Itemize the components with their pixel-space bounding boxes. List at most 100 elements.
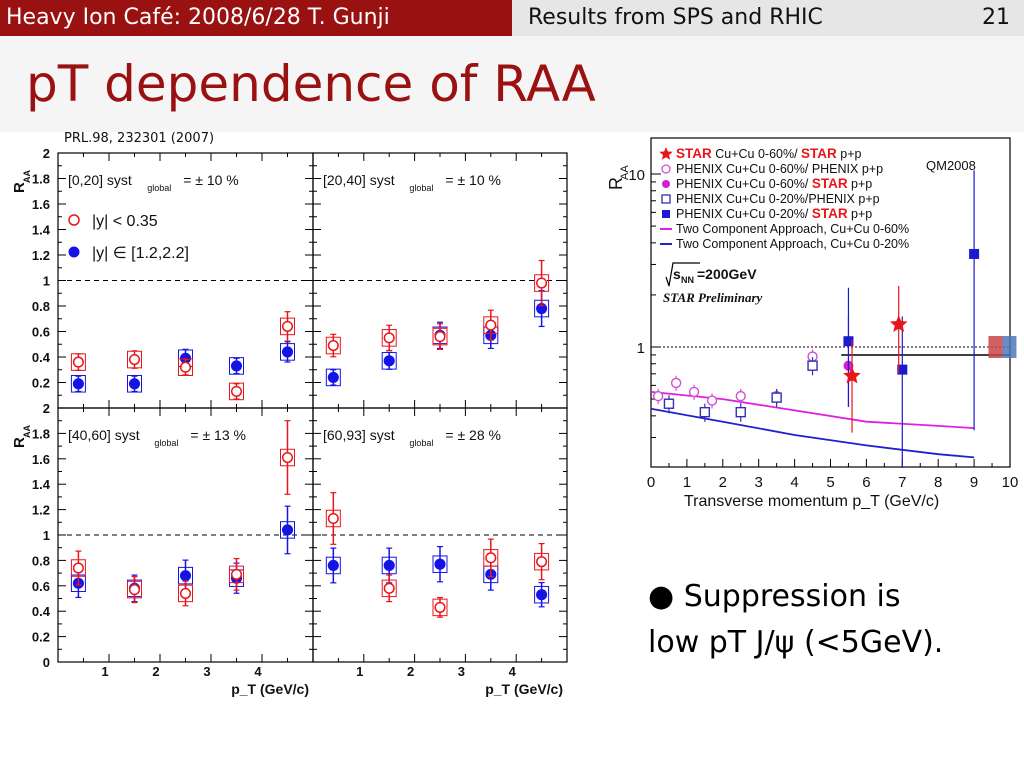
y-tick-label: 1.6 [32, 452, 50, 467]
forward-point [128, 378, 141, 390]
star-preliminary-label: STAR Preliminary [663, 290, 763, 305]
forward-point [434, 558, 446, 570]
legend-entry: |y| ∈ [1.2,2.2] [92, 245, 189, 262]
midrapidity-point [230, 385, 243, 397]
right-figure: 0 1 2 3 4 5 6 7 8 9 10 Transverse momentum p_T (GeV… [606, 137, 1019, 510]
y-tick-label: 0.6 [32, 325, 50, 340]
header-event-text: Heavy Ion Café: 2008/6/28 T. Gunji [6, 5, 390, 30]
panel-label-sub: global [154, 438, 178, 448]
panel-label: [60,93] syst [323, 427, 395, 443]
forward-point [536, 589, 548, 601]
legend-entry: PHENIX Cu+Cu 0-60%/ STAR p+p [676, 176, 872, 191]
y-tick-label: 1 [43, 528, 50, 543]
y-axis-label: R [11, 182, 28, 193]
syst-box [381, 352, 397, 370]
y-tick-label: 0.8 [32, 553, 50, 568]
legend-open-circle-icon [68, 214, 80, 226]
midrapidity-point [72, 356, 84, 368]
syst-box [70, 353, 86, 371]
midrapidity-point [72, 562, 84, 574]
panel-label: [40,60] syst [68, 427, 140, 443]
syst-box [127, 580, 142, 599]
x-tick-label: 4 [790, 474, 798, 491]
raa-panel: [20,40] syst global = ± 10 % [312, 152, 568, 409]
midrapidity-point [434, 331, 446, 343]
x-tick-label: 4 [254, 664, 262, 679]
x-tick-label: 7 [898, 474, 906, 491]
x-tick-label: 8 [934, 474, 942, 491]
syst-box [229, 565, 244, 584]
star-point-icon [843, 366, 861, 384]
syst-box [534, 585, 550, 604]
x-tick-label: 5 [826, 474, 834, 491]
phenix-0-60-point [688, 386, 700, 398]
x-tick-label: 3 [458, 664, 465, 679]
phenix-0-20-point [807, 360, 818, 371]
x-axis-label: Transverse momentum p_T (GeV/c) [684, 493, 939, 510]
syst-box [432, 555, 448, 573]
legend-entry: |y| < 0.35 [92, 213, 158, 230]
midrapidity-point [230, 568, 243, 580]
y-tick-label: 0.2 [32, 376, 50, 391]
y-tick-label: 0.4 [32, 604, 51, 619]
reference-citation: PRL.98, 232301 (2007) [64, 131, 215, 146]
panel-label-eq: = ± 28 % [445, 427, 501, 443]
raa-panel: [40,60] syst global = ± 13 % 0 0.2 0.4 0.6 0.8 1… [11, 401, 314, 697]
midrapidity-point [128, 584, 141, 596]
phenix-0-60-point [706, 395, 718, 406]
y-tick-label: 1.8 [32, 426, 50, 441]
syst-box [534, 274, 550, 292]
page-number: 21 [982, 5, 1010, 30]
x-axis-label: p_T (GeV/c) [485, 681, 563, 697]
energy-s: s [673, 266, 681, 282]
phenix-0-20-point [771, 392, 782, 403]
y-axis-label: R [11, 437, 28, 448]
legend-filled-blue-square-icon [662, 210, 670, 218]
forward-point [383, 559, 395, 572]
midrapidity-point [179, 587, 192, 599]
phenix-0-60-point [735, 390, 746, 402]
x-tick-label: 2 [407, 664, 414, 679]
syst-box [178, 584, 193, 603]
midrapidity-point [179, 361, 192, 373]
syst-box [483, 316, 499, 334]
midrapidity-point [327, 339, 339, 352]
forward-point [383, 355, 395, 367]
syst-box [483, 549, 499, 567]
legend-entry: PHENIX Cu+Cu 0-20%/PHENIX p+p [676, 192, 880, 206]
legend-entry: Two Component Approach, Cu+Cu 0-20% [676, 237, 909, 251]
x-axis-label: p_T (GeV/c) [231, 681, 309, 697]
energy-sub: NN [681, 275, 694, 285]
phenix-norm-box [1002, 336, 1017, 358]
x-tick-label: 1 [101, 664, 108, 679]
legend-entry: PHENIX Cu+Cu 0-20%/ STAR p+p [676, 206, 872, 221]
raa-panel: [0,20] syst global = ± 10 % 0.2 0.4 0.6 0.8 1 1.… [11, 146, 314, 409]
y-tick-label: 1 [43, 274, 50, 289]
y-tick-label: 1.2 [32, 248, 50, 263]
x-tick-label: 10 [1002, 474, 1019, 491]
bullet-dot-icon: ● [648, 579, 675, 614]
legend-entry: STAR Cu+Cu 0-60%/ STAR p+p [676, 146, 862, 161]
midrapidity-point [383, 332, 395, 344]
x-tick-label: 1 [356, 664, 363, 679]
phenix-0-20-point [735, 406, 746, 418]
y-axis-label-sub: AA [619, 165, 631, 180]
bullet-line-2: low pT J/ψ (<5GeV). [648, 625, 944, 660]
midrapidity-point [536, 277, 548, 289]
syst-box [229, 357, 244, 375]
raa-panel: [60,93] syst global = ± 28 % 1 2 3 4 p_T (GeV/c… [312, 407, 568, 697]
syst-box [127, 374, 142, 393]
x-tick-label: 9 [970, 474, 978, 491]
syst-box [325, 509, 341, 528]
midrapidity-point [281, 320, 294, 332]
panel-label: [20,40] syst [323, 172, 395, 188]
header-section-title: Results from SPS and RHIC [528, 5, 823, 30]
x-tick-label: 4 [509, 664, 517, 679]
midrapidity-point [434, 601, 446, 613]
midrapidity-point [536, 556, 548, 568]
y-tick-label: 0 [43, 655, 50, 670]
energy-value: =200GeV [697, 266, 757, 282]
syst-box [280, 521, 295, 539]
syst-box [432, 327, 448, 346]
